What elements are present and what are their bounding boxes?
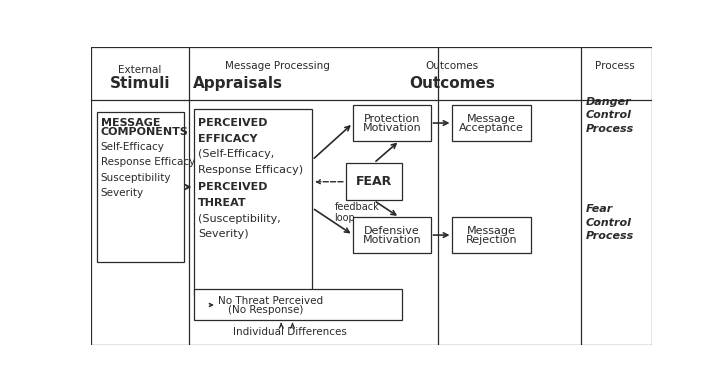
Text: Motivation: Motivation bbox=[363, 236, 421, 246]
Bar bbox=[194, 289, 402, 320]
Text: External: External bbox=[118, 66, 161, 75]
Text: Rejection: Rejection bbox=[466, 236, 518, 246]
Bar bbox=[452, 106, 531, 141]
Text: Individual Differences: Individual Differences bbox=[232, 327, 347, 337]
Text: (No Response): (No Response) bbox=[228, 305, 303, 315]
Text: (Susceptibility,: (Susceptibility, bbox=[198, 214, 281, 223]
Text: Message: Message bbox=[467, 225, 516, 236]
Bar bbox=[346, 163, 402, 201]
Text: Acceptance: Acceptance bbox=[459, 123, 524, 133]
Text: COMPONENTS: COMPONENTS bbox=[101, 127, 188, 137]
Text: Process: Process bbox=[586, 231, 634, 241]
Text: PERCEIVED: PERCEIVED bbox=[198, 182, 268, 192]
Text: Control: Control bbox=[586, 110, 631, 120]
Text: Self-Efficacy: Self-Efficacy bbox=[101, 142, 164, 152]
Text: FEAR: FEAR bbox=[355, 175, 392, 188]
Text: No Threat Perceived: No Threat Perceived bbox=[219, 296, 324, 306]
Text: Response Efficacy: Response Efficacy bbox=[101, 157, 195, 167]
Text: Susceptibility: Susceptibility bbox=[101, 173, 171, 183]
Text: Stimuli: Stimuli bbox=[109, 76, 170, 92]
Text: Process: Process bbox=[586, 124, 634, 134]
Text: Outcomes: Outcomes bbox=[426, 61, 479, 71]
Text: Response Efficacy): Response Efficacy) bbox=[198, 165, 303, 175]
Bar bbox=[353, 217, 431, 253]
Bar bbox=[353, 106, 431, 141]
Text: Severity): Severity) bbox=[198, 229, 249, 239]
Text: Protection: Protection bbox=[363, 114, 420, 123]
Text: feedback
loop: feedback loop bbox=[334, 202, 379, 223]
Text: Fear: Fear bbox=[586, 204, 613, 215]
Text: Control: Control bbox=[586, 218, 631, 228]
Text: EFFICACY: EFFICACY bbox=[198, 133, 258, 144]
Text: (Self-Efficacy,: (Self-Efficacy, bbox=[198, 149, 274, 159]
Text: Process: Process bbox=[595, 61, 635, 71]
Text: MESSAGE: MESSAGE bbox=[101, 118, 160, 128]
Text: Outcomes: Outcomes bbox=[410, 76, 495, 90]
Text: Motivation: Motivation bbox=[363, 123, 421, 133]
Bar bbox=[194, 109, 312, 294]
Text: Severity: Severity bbox=[101, 188, 144, 198]
Text: THREAT: THREAT bbox=[198, 198, 247, 208]
Text: Message Processing: Message Processing bbox=[225, 61, 330, 71]
Text: Danger: Danger bbox=[586, 97, 631, 107]
Text: Message: Message bbox=[467, 114, 516, 123]
Text: Appraisals: Appraisals bbox=[193, 76, 283, 90]
Text: PERCEIVED: PERCEIVED bbox=[198, 118, 268, 128]
Bar bbox=[97, 112, 184, 262]
Bar bbox=[452, 217, 531, 253]
Text: Defensive: Defensive bbox=[364, 225, 420, 236]
